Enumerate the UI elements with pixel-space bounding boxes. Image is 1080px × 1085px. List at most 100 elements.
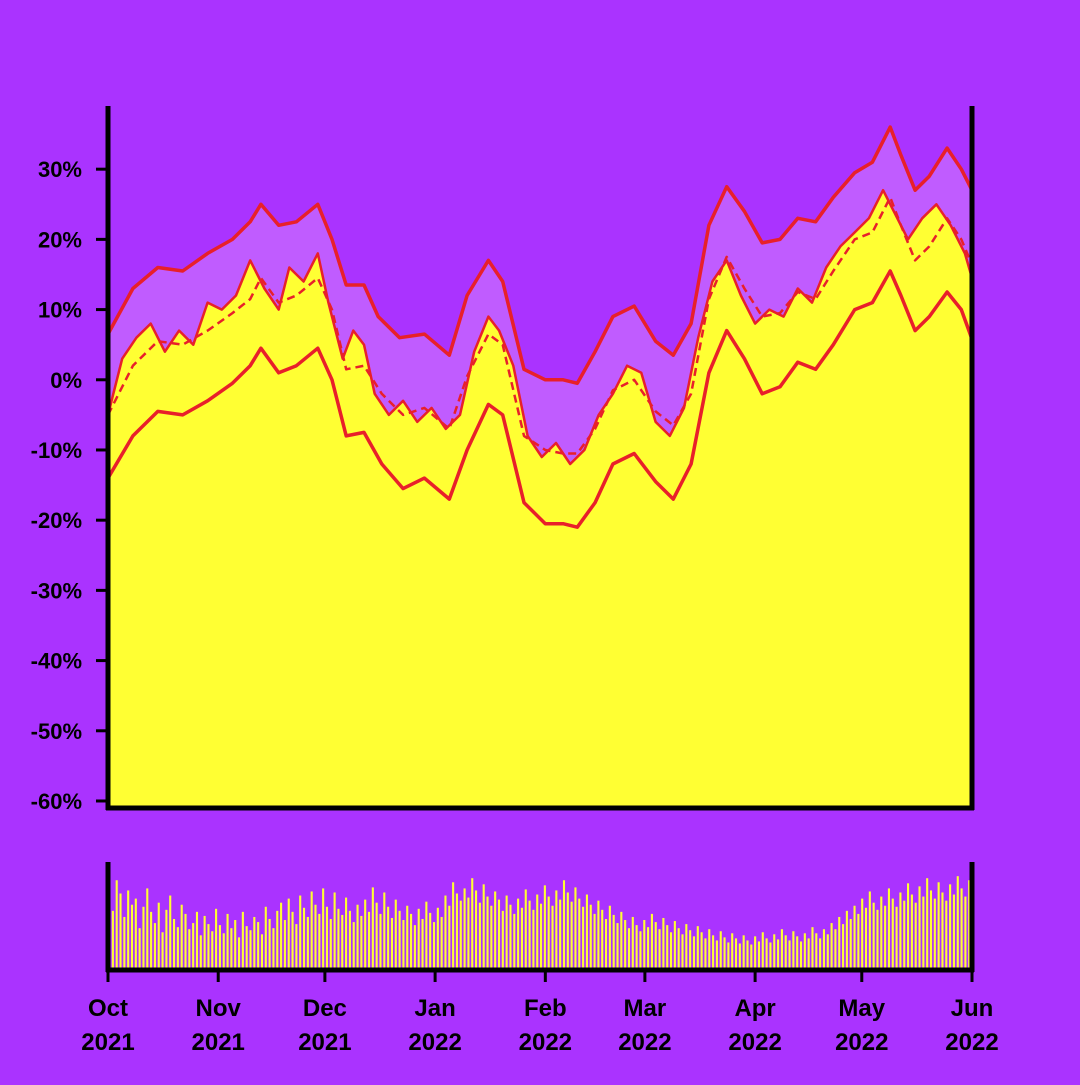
volume-bar <box>455 893 458 970</box>
volume-bar <box>842 924 845 970</box>
volume-bar <box>509 904 512 970</box>
y-tick-label: 20% <box>38 227 82 252</box>
volume-bar <box>257 922 260 970</box>
volume-bar <box>157 902 160 970</box>
volume-bar <box>180 904 183 970</box>
volume-bar <box>822 929 825 970</box>
volume-bar <box>669 932 673 970</box>
volume-bar <box>773 934 776 970</box>
volume-bar <box>440 916 443 970</box>
x-tick-label-month: Feb <box>524 995 567 1022</box>
volume-bar <box>394 899 397 970</box>
volume-bar <box>662 917 665 970</box>
volume-bar <box>299 895 302 970</box>
volume-bar <box>432 922 436 970</box>
volume-bar <box>692 936 696 970</box>
volume-bar <box>750 944 753 970</box>
volume-bar <box>830 923 833 970</box>
volume-bar <box>551 905 554 970</box>
volume-bar <box>146 888 149 970</box>
x-tick-label-year: 2022 <box>519 1029 572 1056</box>
volume-bar <box>574 887 577 970</box>
volume-bar <box>528 900 531 970</box>
volume-bar <box>658 929 661 970</box>
volume-bar <box>681 934 684 970</box>
volume-bar <box>234 920 237 970</box>
volume-bar <box>402 920 405 970</box>
x-tick-label-year: 2021 <box>81 1029 134 1056</box>
volume-bar <box>471 878 474 970</box>
x-tick-label-year: 2022 <box>945 1029 998 1056</box>
volume-bar <box>272 928 275 970</box>
lower-band-line <box>106 269 974 529</box>
volume-bar <box>111 910 114 970</box>
volume-bar <box>249 930 252 970</box>
volume-bar <box>853 905 856 970</box>
volume-bar <box>283 920 286 970</box>
volume-bar <box>834 929 837 970</box>
volume-bar <box>704 938 707 970</box>
volume-bar <box>727 942 730 970</box>
volume-bar <box>482 884 485 970</box>
volume-bar <box>383 892 386 970</box>
volume-bar <box>914 902 917 970</box>
band-fill <box>108 127 972 528</box>
volume-bar <box>318 913 321 970</box>
value-area <box>108 190 972 808</box>
volume-bar <box>654 922 657 970</box>
volume-bar <box>754 936 757 970</box>
volume-bar <box>169 895 172 970</box>
volume-bar <box>524 889 527 970</box>
volume-bar <box>452 882 455 970</box>
x-tick-label-year: 2022 <box>835 1029 888 1056</box>
volume-bar <box>734 938 738 970</box>
volume-bar <box>459 900 462 970</box>
volume-bar <box>207 924 210 970</box>
volume-bar <box>685 924 688 970</box>
volume-bar <box>211 931 214 970</box>
volume-bar <box>666 925 669 970</box>
volume-bar <box>398 910 401 970</box>
x-tick-label-month: May <box>838 995 885 1022</box>
volume-bar <box>497 899 501 970</box>
y-tick-label: 30% <box>38 157 82 182</box>
volume-bar <box>241 911 244 970</box>
volume-bar <box>367 911 371 970</box>
volume-bar <box>517 898 520 970</box>
volume-bar <box>364 899 367 970</box>
volume-bar <box>689 930 692 970</box>
volume-bar <box>123 916 126 970</box>
volume-bar <box>222 933 225 970</box>
volume-bar <box>777 939 780 970</box>
volume-bar <box>115 880 118 970</box>
volume-bar <box>375 902 378 970</box>
x-tick-label-month: Oct <box>88 995 128 1022</box>
volume-bar <box>647 927 650 970</box>
volume-bar <box>635 925 638 970</box>
volume-bar <box>673 921 676 970</box>
volume-bar <box>280 902 283 970</box>
volume-bar <box>176 927 179 970</box>
volume-bar <box>302 907 306 970</box>
volume-bar <box>417 908 420 970</box>
volume-bar <box>807 938 810 970</box>
volume-bar <box>448 905 451 970</box>
x-tick-label-month: Dec <box>303 995 347 1022</box>
volume-bar <box>570 901 573 970</box>
volume-bar <box>719 931 722 970</box>
volume-bar <box>268 919 271 970</box>
volume-bar <box>260 934 264 970</box>
y-tick-label: -30% <box>31 578 82 603</box>
volume-bar <box>287 898 290 970</box>
volume-bar <box>413 925 416 970</box>
volume-bar <box>712 935 715 970</box>
volume-bar <box>700 932 703 970</box>
volume-bar <box>264 906 267 970</box>
volume-bar <box>582 906 585 970</box>
volume-bar <box>130 904 134 970</box>
y-tick-label: -40% <box>31 649 82 674</box>
volume-bar <box>631 916 634 970</box>
y-tick-label: 0% <box>50 368 82 393</box>
volume-bar <box>624 920 627 970</box>
